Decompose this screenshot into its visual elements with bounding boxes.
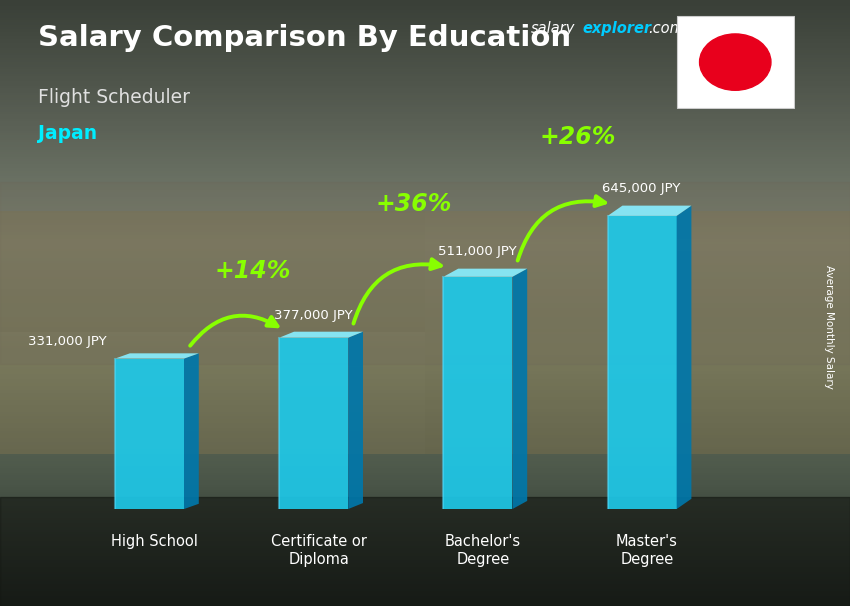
Text: explorer: explorer <box>582 21 651 36</box>
Polygon shape <box>115 353 199 359</box>
Text: .com: .com <box>648 21 683 36</box>
Text: Certificate or
Diploma: Certificate or Diploma <box>270 534 366 567</box>
Text: 331,000 JPY: 331,000 JPY <box>28 335 107 348</box>
Text: Flight Scheduler: Flight Scheduler <box>38 88 190 107</box>
Polygon shape <box>608 216 677 509</box>
Polygon shape <box>115 359 184 509</box>
Text: 377,000 JPY: 377,000 JPY <box>274 308 352 322</box>
Text: Average Monthly Salary: Average Monthly Salary <box>824 265 834 389</box>
Polygon shape <box>513 268 527 509</box>
Polygon shape <box>280 338 348 509</box>
Text: +26%: +26% <box>540 125 615 149</box>
Polygon shape <box>444 277 513 509</box>
Text: Bachelor's
Degree: Bachelor's Degree <box>445 534 521 567</box>
Circle shape <box>700 34 771 90</box>
Polygon shape <box>348 331 363 509</box>
Text: salary: salary <box>531 21 575 36</box>
Polygon shape <box>608 205 691 216</box>
Text: +14%: +14% <box>214 259 291 282</box>
Text: Master's
Degree: Master's Degree <box>616 534 678 567</box>
FancyBboxPatch shape <box>677 16 794 108</box>
Polygon shape <box>677 205 691 509</box>
Text: Salary Comparison By Education: Salary Comparison By Education <box>38 24 571 52</box>
Text: Japan: Japan <box>38 124 98 143</box>
Polygon shape <box>280 331 363 338</box>
Text: 511,000 JPY: 511,000 JPY <box>438 245 517 259</box>
Polygon shape <box>184 353 199 509</box>
Text: 645,000 JPY: 645,000 JPY <box>602 182 681 196</box>
Text: High School: High School <box>111 534 198 550</box>
Polygon shape <box>444 268 527 277</box>
Text: +36%: +36% <box>375 192 451 216</box>
